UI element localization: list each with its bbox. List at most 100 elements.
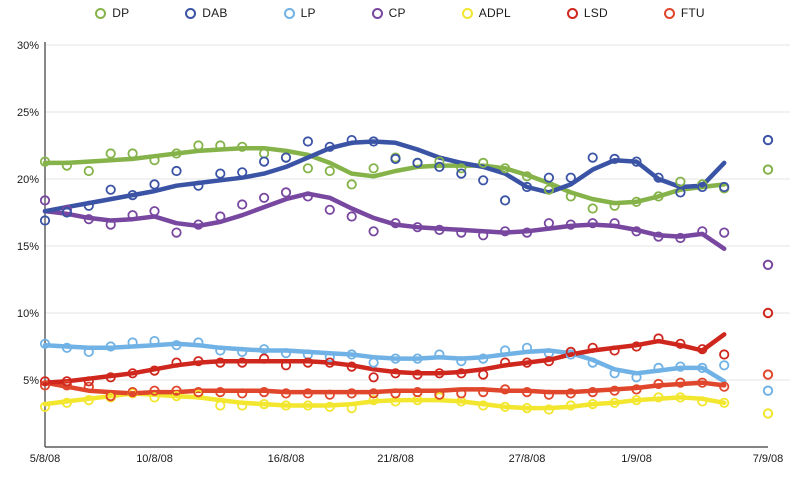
FTU-poll-point	[543, 389, 555, 400]
LSD-poll-point	[215, 357, 226, 368]
y-axis-tick-label: 25%	[17, 107, 39, 119]
LP-poll-point	[324, 352, 335, 363]
DAB-poll-point	[412, 157, 423, 168]
DAB-poll-point	[543, 172, 555, 183]
legend-item-DP: DP	[95, 6, 129, 20]
CP-poll-point	[653, 231, 664, 242]
series-DP-points	[39, 140, 774, 214]
LSD-poll-point	[499, 357, 511, 368]
FTU-poll-point	[412, 386, 423, 398]
legend-label: LSD	[583, 6, 608, 20]
DP-poll-point	[434, 156, 445, 167]
DP-poll-point	[171, 148, 182, 159]
ADPL-poll-point	[719, 397, 730, 408]
LSD-poll-point	[280, 360, 292, 371]
CP-poll-point	[171, 227, 182, 238]
CP-result-point	[762, 259, 774, 270]
series-ADPL-points	[39, 388, 774, 419]
DAB-poll-point	[675, 187, 686, 198]
DP-poll-point	[521, 171, 533, 182]
CP-poll-point	[434, 224, 445, 235]
DAB-poll-point	[565, 172, 576, 183]
FTU-poll-point	[39, 380, 51, 391]
LP-poll-point	[237, 346, 248, 357]
y-axis-tick-label: 15%	[17, 241, 39, 253]
CP-poll-point	[215, 211, 226, 222]
LSD-poll-point	[543, 356, 555, 367]
FTU-poll-point	[434, 389, 445, 400]
series-FTU-trend-line	[42, 380, 727, 396]
series-LSD-points	[39, 307, 774, 387]
FTU-poll-point	[149, 385, 160, 396]
DAB-poll-point	[346, 135, 357, 146]
FTU-poll-point	[521, 386, 533, 398]
DP-poll-point	[39, 156, 51, 167]
legend-item-DAB: DAB	[185, 6, 227, 20]
DP-poll-point	[499, 163, 511, 174]
FTU-poll-point	[237, 388, 248, 399]
LP-poll-point	[412, 353, 423, 364]
LSD-poll-point	[127, 368, 138, 379]
FTU-poll-point	[697, 377, 708, 388]
DAB-poll-point	[368, 136, 379, 147]
DP-poll-point	[324, 165, 335, 177]
legend-item-LSD: LSD	[566, 6, 608, 20]
ADPL-poll-point	[171, 390, 182, 402]
DP-poll-point	[478, 157, 489, 168]
DP-poll-point	[587, 203, 598, 214]
LP-poll-point	[499, 345, 511, 356]
CP-poll-point	[149, 206, 160, 217]
DP-poll-point	[237, 141, 248, 152]
DAB-result-point	[762, 134, 774, 146]
LP-poll-point	[434, 349, 445, 360]
FTU-poll-point	[587, 386, 598, 398]
LSD-poll-point	[631, 341, 642, 352]
LSD-poll-point	[478, 369, 489, 380]
DAB-poll-point	[39, 215, 51, 226]
LP-poll-point	[258, 344, 270, 355]
CP-poll-point	[258, 192, 270, 203]
FTU-poll-point	[478, 386, 489, 398]
LSD-poll-point	[456, 368, 467, 379]
LSD-poll-point	[324, 357, 335, 368]
LSD-poll-point	[565, 346, 576, 357]
CP-poll-point	[127, 210, 138, 221]
CP-poll-point	[83, 214, 94, 225]
DAB-poll-point	[587, 152, 598, 163]
y-axis-tick-label: 10%	[17, 308, 39, 320]
FTU-poll-point	[324, 389, 335, 400]
LP-poll-point	[171, 340, 182, 351]
ADPL-poll-point	[324, 401, 335, 412]
DP-poll-point	[675, 176, 686, 187]
FTU-poll-point	[719, 381, 730, 392]
CP-poll-point	[456, 227, 467, 238]
CP-poll-point	[697, 226, 708, 237]
FTU-poll-point	[302, 388, 313, 399]
DP-poll-point	[61, 160, 73, 171]
DAB-poll-point	[237, 167, 248, 178]
CP-poll-point	[237, 199, 248, 210]
LSD-poll-point	[434, 368, 445, 379]
DP-poll-point	[456, 163, 467, 174]
CP-poll-point	[346, 211, 357, 222]
LP-result-point	[762, 385, 774, 396]
DAB-poll-point	[302, 136, 313, 147]
LP-poll-point	[675, 361, 686, 372]
legend-label: DP	[112, 6, 130, 20]
LSD-poll-point	[346, 361, 357, 372]
DP-poll-point	[258, 148, 270, 159]
DAB-poll-point	[697, 181, 708, 193]
ADPL-poll-point	[565, 400, 576, 411]
CP-poll-point	[412, 222, 423, 233]
ADPL-poll-point	[609, 397, 620, 408]
DP-poll-point	[346, 179, 357, 190]
series-DAB-points	[39, 134, 774, 226]
ADPL-poll-point	[346, 402, 357, 414]
series-LP-trend-line	[42, 341, 727, 384]
LP-poll-point	[587, 357, 598, 368]
CP-poll-point	[719, 227, 730, 238]
CP-legend-marker-icon	[371, 7, 383, 19]
FTU-poll-point	[61, 380, 73, 391]
DAB-poll-point	[521, 181, 533, 193]
